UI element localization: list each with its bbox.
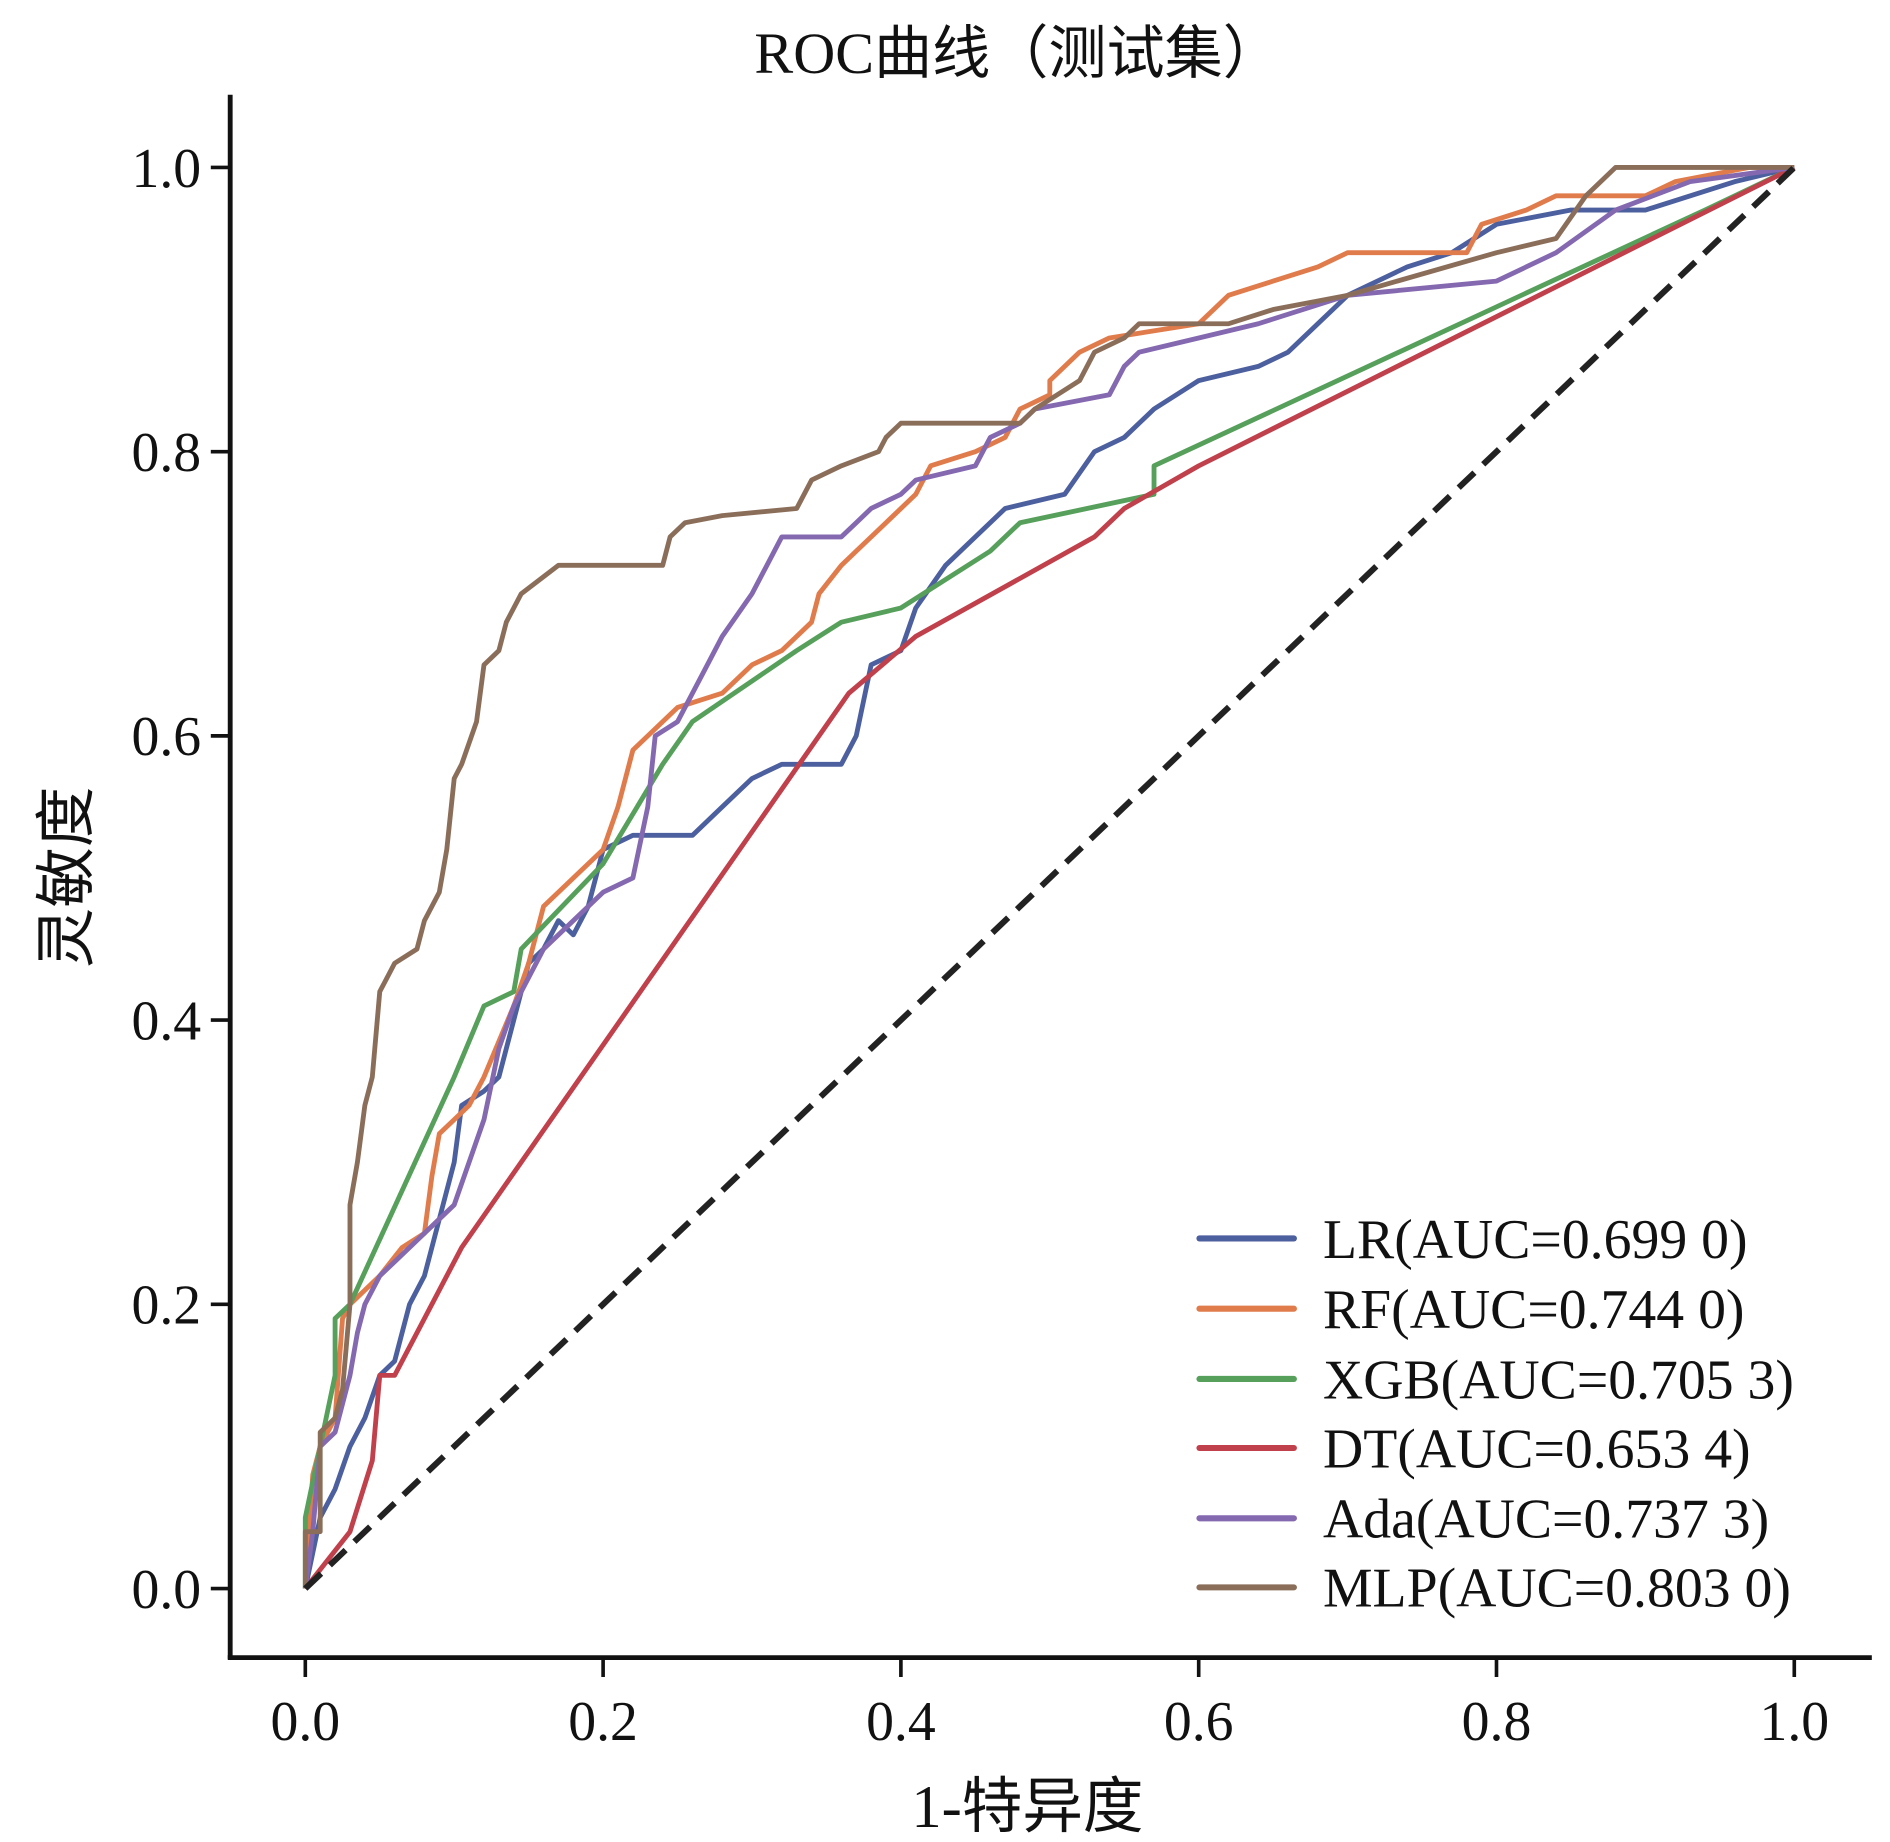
legend-label: XGB(AUC=0.705 3) [1323, 1349, 1794, 1411]
legend-label: MLP(AUC=0.803 0) [1323, 1558, 1791, 1620]
axes: 0.0 0.2 0.4 0.6 0.8 1.0 0.0 0.2 0.4 0.6 0.8 1.0 [131, 94, 1872, 1753]
legend-label: DT(AUC=0.653 4) [1323, 1418, 1751, 1480]
legend: LR(AUC=0.699 0) RF(AUC=0.744 0) XGB(AUC=0.… [1196, 1209, 1794, 1620]
roc-curve-rf [302, 164, 1795, 1589]
roc-curve-dt [303, 165, 1796, 1591]
roc-curve-mlp [302, 164, 1795, 1589]
roc-curve-xgb [302, 165, 1796, 1589]
y-tick-label: 0.2 [131, 1275, 201, 1337]
legend-label: RF(AUC=0.744 0) [1323, 1279, 1744, 1341]
legend-label: Ada(AUC=0.737 3) [1323, 1489, 1769, 1551]
legend-label: LR(AUC=0.699 0) [1323, 1209, 1748, 1271]
y-tick-label: 0.8 [131, 422, 201, 484]
x-tick-label: 0.4 [866, 1691, 936, 1753]
chart-title: ROC曲线（测试集） [754, 21, 1281, 86]
plot-area [302, 164, 1797, 1591]
reference-diagonal [303, 165, 1797, 1591]
y-tick-label: 0.0 [131, 1559, 201, 1621]
x-tick-label: 1.0 [1759, 1691, 1829, 1753]
y-tick-label: 0.6 [131, 706, 201, 768]
roc-curve-lr [302, 165, 1795, 1590]
x-tick-label: 0.0 [270, 1691, 340, 1753]
y-tick-label: 0.4 [131, 990, 201, 1052]
y-tick-label: 1.0 [131, 138, 201, 200]
x-tick-label: 0.2 [568, 1691, 638, 1753]
y-axis-label: 灵敏度 [34, 787, 101, 969]
x-tick-label: 0.6 [1164, 1691, 1234, 1753]
x-axis-label: 1-特异度 [911, 1774, 1143, 1841]
x-tick-label: 0.8 [1462, 1691, 1532, 1753]
roc-curve-ada [302, 165, 1795, 1589]
